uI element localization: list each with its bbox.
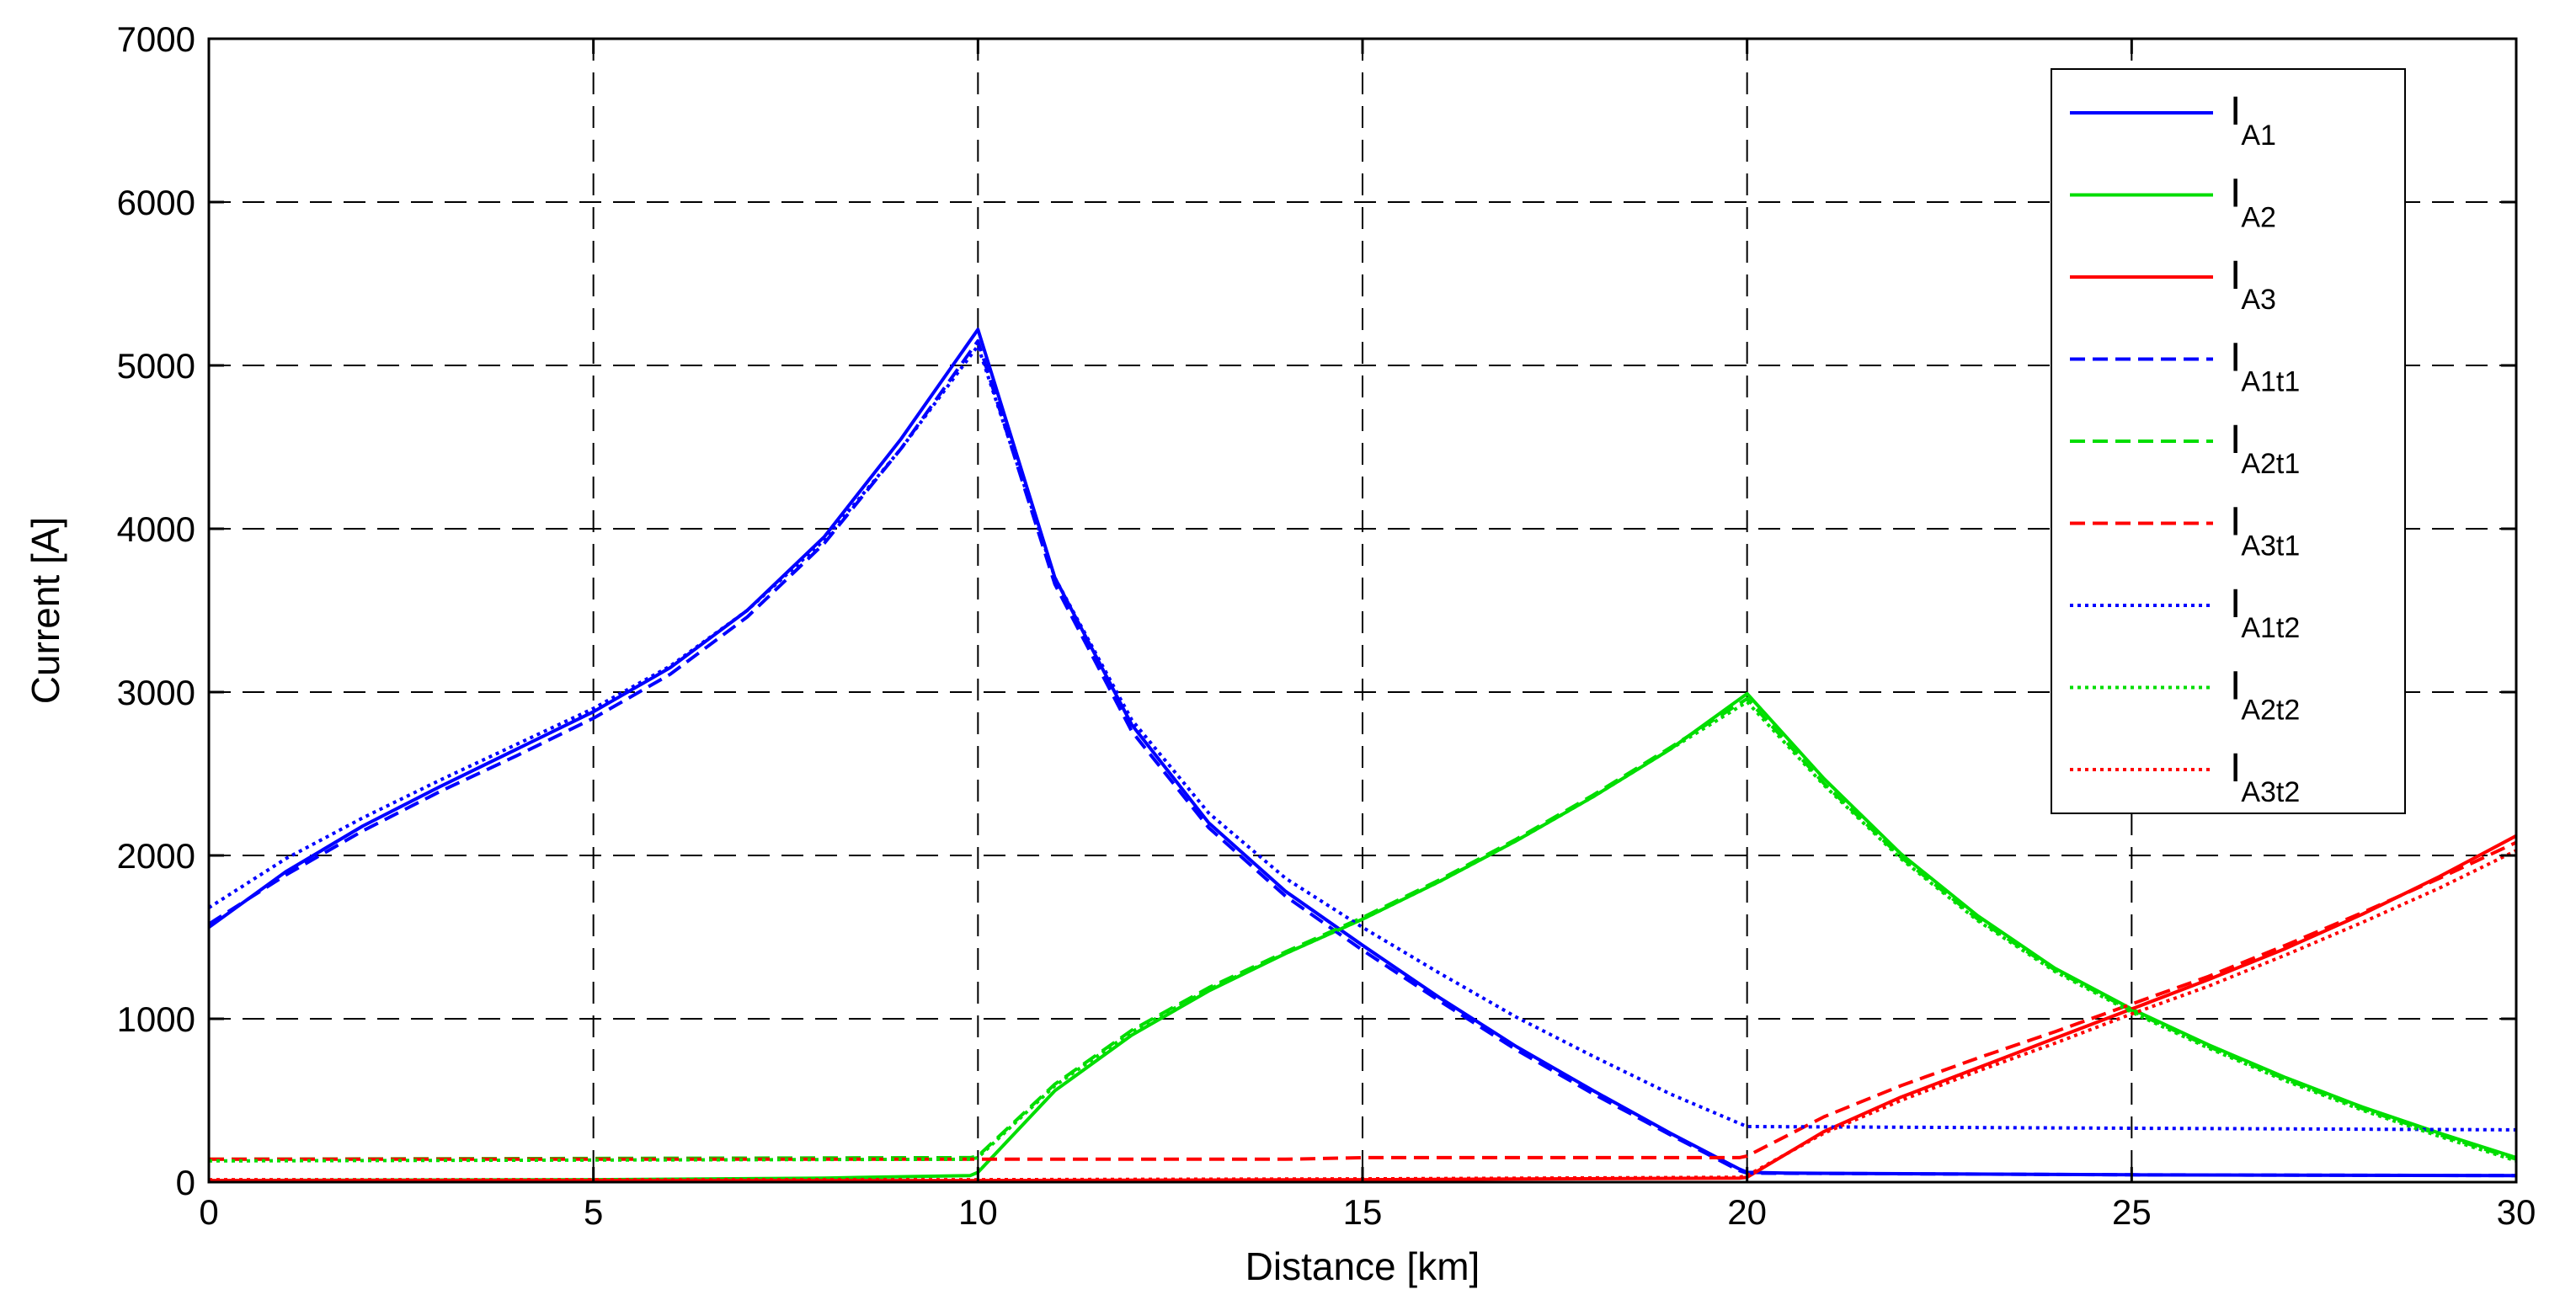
series-line-a2t2 (208, 700, 2517, 1163)
y-tick-label: 5000 (117, 346, 195, 386)
series-line-a3t1 (209, 840, 2517, 1161)
x-axis-label: Distance [km] (1245, 1244, 1480, 1288)
legend-label-subscript: A2 (2241, 202, 2276, 234)
legend-label-subscript: A3 (2241, 284, 2276, 316)
x-tick-label: 0 (199, 1192, 218, 1232)
y-tick-label: 2000 (117, 836, 195, 876)
legend-label-subscript: A1 (2241, 120, 2276, 152)
y-tick-label: 7000 (117, 19, 195, 59)
x-tick-label: 30 (2497, 1192, 2536, 1232)
series-line-a3t2 (209, 849, 2517, 1182)
x-tick-label: 10 (958, 1192, 998, 1232)
series-line-a3 (209, 834, 2517, 1183)
legend-box (2051, 68, 2406, 814)
legend-label-subscript: A1t1 (2241, 366, 2300, 398)
series-line-a1t2 (207, 344, 2517, 1132)
y-tick-label: 1000 (117, 999, 195, 1039)
series-line-a1t1 (207, 338, 2517, 1178)
y-axis-label: Current [A] (24, 517, 67, 704)
y-tick-label: 3000 (117, 673, 195, 712)
legend-label-subscript: A3t2 (2241, 776, 2300, 808)
x-tick-label: 20 (1727, 1192, 1767, 1232)
series-line-a1 (207, 328, 2517, 1178)
legend-label-subscript: A3t1 (2241, 530, 2300, 562)
y-tick-label: 0 (176, 1163, 195, 1202)
y-tick-label: 6000 (117, 183, 195, 222)
axis-ticks: 0 5 10 15 20 25 30 0 1000 2000 3000 4000 5000 6000 700… (117, 19, 2536, 1232)
x-tick-label: 5 (584, 1192, 603, 1232)
x-tick-label: 25 (2112, 1192, 2152, 1232)
legend-label-subscript: A2t1 (2241, 448, 2300, 480)
x-tick-label: 15 (1343, 1192, 1383, 1232)
legend-label-subscript: A2t2 (2241, 695, 2300, 727)
y-tick-label: 4000 (117, 509, 195, 549)
legend-label-subscript: A1t2 (2241, 612, 2300, 644)
